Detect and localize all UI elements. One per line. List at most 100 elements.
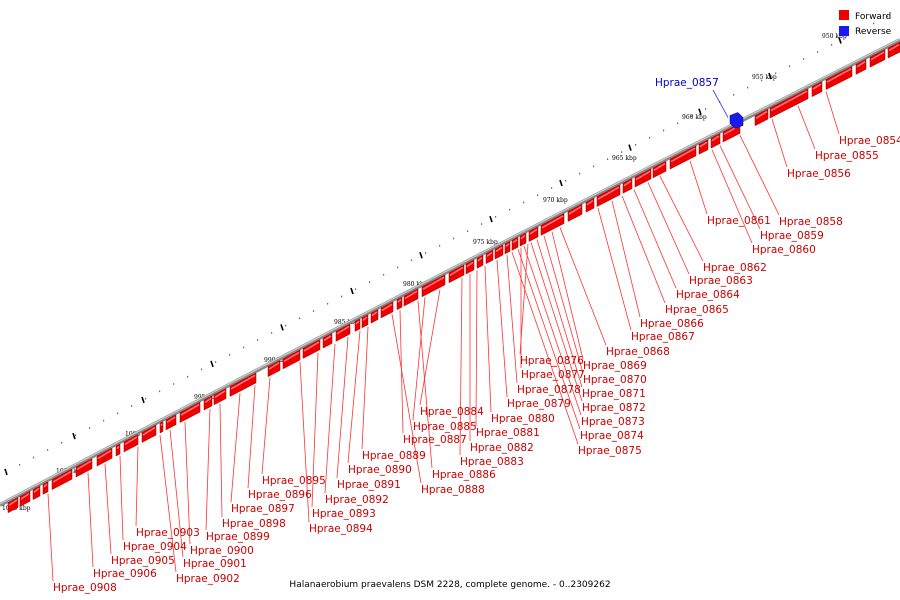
gene-label[interactable]: Hprae_0891 bbox=[337, 479, 401, 491]
minor-tick bbox=[103, 419, 105, 422]
gene-label[interactable]: Hprae_0862 bbox=[703, 262, 767, 274]
gene-leader-line bbox=[169, 429, 184, 558]
gene-box-highlight bbox=[76, 460, 92, 471]
gene-leader-line bbox=[825, 91, 840, 135]
gene-label[interactable]: Hprae_0874 bbox=[580, 430, 644, 442]
minor-tick bbox=[397, 266, 399, 269]
gene-leader-line bbox=[119, 455, 124, 541]
gene-label[interactable]: Hprae_0879 bbox=[507, 398, 571, 410]
tick-label: 975 kbp bbox=[473, 239, 498, 246]
map-caption: Halanaerobium praevalens DSM 2228, compl… bbox=[289, 580, 610, 590]
gene-label[interactable]: Hprae_0877 bbox=[521, 369, 585, 381]
gene-label[interactable]: Hprae_0890 bbox=[348, 464, 412, 476]
minor-tick bbox=[803, 58, 805, 60]
gene-label[interactable]: Hprae_0887 bbox=[403, 434, 467, 446]
minor-tick bbox=[887, 15, 889, 18]
gene-label[interactable]: Hprae_0873 bbox=[581, 416, 645, 428]
gene-leader-line bbox=[336, 337, 349, 479]
gene-label[interactable]: Hprae_0903 bbox=[136, 527, 200, 539]
gene-label[interactable]: Hprae_0854 bbox=[839, 135, 900, 147]
gene-label[interactable]: Hprae_0866 bbox=[640, 318, 704, 330]
gene-leader-line bbox=[261, 377, 271, 475]
gene-label[interactable]: Hprae_0897 bbox=[231, 503, 295, 515]
gene-box-highlight bbox=[449, 266, 464, 276]
gene-label[interactable]: Hprae_0908 bbox=[53, 582, 117, 594]
gene-label[interactable]: Hprae_0857 bbox=[655, 77, 719, 89]
gene-label[interactable]: Hprae_0858 bbox=[779, 216, 843, 228]
minor-tick bbox=[383, 273, 385, 276]
gene-label[interactable]: Hprae_0865 bbox=[665, 304, 729, 316]
gene-label[interactable]: Hprae_0875 bbox=[578, 445, 642, 457]
gene-box-highlight bbox=[520, 234, 526, 240]
gene-label[interactable]: Hprae_0889 bbox=[362, 450, 426, 462]
minor-tick bbox=[677, 122, 679, 125]
gene-label[interactable]: Hprae_0855 bbox=[815, 150, 879, 162]
gene-label[interactable]: Hprae_0898 bbox=[222, 518, 286, 530]
gene-box-highlight bbox=[486, 251, 493, 257]
gene-label[interactable]: Hprae_0886 bbox=[432, 469, 496, 481]
legend: Forward Reverse bbox=[839, 10, 892, 37]
gene-label[interactable]: Hprae_0884 bbox=[420, 406, 484, 418]
gene-label[interactable]: Hprae_0867 bbox=[631, 331, 695, 343]
tick-mark bbox=[280, 324, 284, 331]
gene-label[interactable]: Hprae_0876 bbox=[520, 355, 584, 367]
gene-leader-line bbox=[517, 249, 581, 430]
gene-label[interactable]: Hprae_0892 bbox=[325, 494, 389, 506]
gene-label[interactable]: Hprae_0872 bbox=[582, 402, 646, 414]
gene-label[interactable]: Hprae_0888 bbox=[421, 484, 485, 496]
gene-leader-line bbox=[417, 300, 433, 469]
gene-label[interactable]: Hprae_0870 bbox=[583, 374, 647, 386]
gene-label[interactable]: Hprae_0863 bbox=[689, 275, 753, 287]
gene-leader-line bbox=[361, 326, 369, 450]
gene-leader-line bbox=[659, 176, 704, 262]
gene-box-highlight bbox=[505, 243, 510, 247]
gene-label[interactable]: Hprae_0901 bbox=[183, 558, 247, 570]
tick-mark bbox=[489, 215, 493, 223]
gene-label[interactable]: Hprae_0881 bbox=[476, 427, 540, 439]
gene-label[interactable]: Hprae_0878 bbox=[517, 384, 581, 396]
gene-label[interactable]: Hprae_0895 bbox=[262, 475, 326, 487]
gene-box-reverse[interactable] bbox=[729, 112, 744, 129]
gene-box[interactable] bbox=[115, 443, 121, 457]
gene-label[interactable]: Hprae_0880 bbox=[491, 413, 555, 425]
gene-label[interactable]: Hprae_0860 bbox=[752, 244, 816, 256]
gene-box-highlight bbox=[160, 423, 163, 426]
gene-label[interactable]: Hprae_0859 bbox=[760, 230, 824, 242]
gene-label[interactable]: Hprae_0893 bbox=[312, 508, 376, 520]
tick-mark bbox=[210, 360, 214, 368]
gene-label[interactable]: Hprae_0885 bbox=[413, 421, 477, 433]
gene-leader-line bbox=[219, 403, 223, 518]
gene-box-highlight bbox=[635, 170, 651, 181]
gene-label[interactable]: Hprae_0894 bbox=[309, 523, 373, 535]
gene-label[interactable]: Hprae_0856 bbox=[787, 168, 851, 180]
gene-label[interactable]: Hprae_0904 bbox=[123, 541, 187, 553]
minor-tick bbox=[551, 187, 553, 189]
gene-label[interactable]: Hprae_0868 bbox=[606, 346, 670, 358]
minor-tick bbox=[47, 449, 49, 451]
gene-label[interactable]: Hprae_0906 bbox=[93, 568, 157, 580]
gene-label[interactable]: Hprae_0861 bbox=[707, 215, 771, 227]
gene-label[interactable]: Hprae_0905 bbox=[111, 555, 175, 567]
gene-box-highlight bbox=[116, 445, 120, 450]
gene-box-highlight bbox=[33, 487, 40, 493]
minor-tick bbox=[635, 144, 637, 146]
gene-box-highlight bbox=[826, 68, 852, 83]
minor-tick bbox=[285, 324, 287, 327]
gene-label[interactable]: Hprae_0864 bbox=[676, 289, 740, 301]
tick-mark bbox=[72, 432, 76, 440]
gene-label[interactable]: Hprae_0899 bbox=[206, 531, 270, 543]
gene-label[interactable]: Hprae_0869 bbox=[583, 360, 647, 372]
gene-label[interactable]: Hprae_0882 bbox=[470, 442, 534, 454]
gene-box-highlight bbox=[283, 351, 300, 362]
minor-tick bbox=[271, 332, 273, 334]
gene-leader-line bbox=[87, 472, 94, 568]
gene-label[interactable]: Hprae_0900 bbox=[190, 545, 254, 557]
tick-label: 965 kbp bbox=[612, 155, 637, 162]
gene-box-highlight bbox=[8, 499, 18, 506]
gene-label[interactable]: Hprae_0896 bbox=[248, 489, 312, 501]
gene-box-highlight bbox=[142, 426, 156, 436]
gene-box[interactable] bbox=[159, 421, 164, 434]
gene-label[interactable]: Hprae_0871 bbox=[582, 388, 646, 400]
gene-label[interactable]: Hprae_0902 bbox=[176, 573, 240, 585]
gene-label[interactable]: Hprae_0883 bbox=[460, 456, 524, 468]
